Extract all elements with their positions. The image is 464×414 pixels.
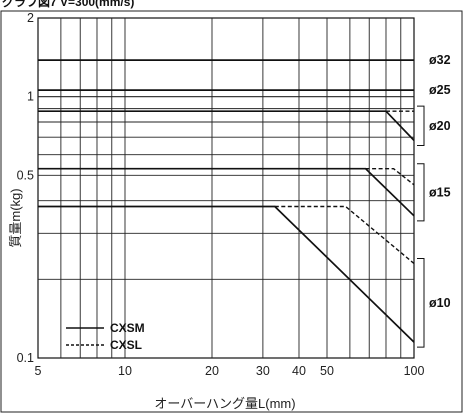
x-tick-label: 5 [35, 364, 42, 378]
series-line-7 [38, 205, 415, 343]
plot-area-border [37, 17, 415, 359]
grid [37, 17, 415, 359]
x-tick-label: 30 [256, 364, 270, 378]
series-group [38, 59, 415, 343]
x-tick-label: 10 [118, 364, 132, 378]
bore-label: ø32 [429, 53, 451, 67]
x-tick-label: 100 [404, 364, 425, 378]
plot-frame [0, 10, 463, 413]
x-tick-label: 50 [320, 364, 334, 378]
y-tick-label: 0.5 [17, 168, 34, 182]
bore-label: ø20 [429, 119, 451, 133]
bore-label: ø15 [429, 185, 451, 199]
y-tick-label: 2 [27, 11, 34, 25]
series-line-6 [365, 168, 415, 186]
x-tick-label: 20 [205, 364, 219, 378]
bore-brackets: ø32 ø25 ø20 ø15 ø10 [417, 53, 451, 348]
y-tick-label: 0.1 [17, 351, 34, 365]
x-tick-label: 40 [292, 364, 306, 378]
bore-label: ø25 [429, 83, 451, 97]
series-line-3 [38, 110, 415, 141]
bore-bracket [417, 163, 425, 222]
y-axis-title: 質量m(kg) [8, 188, 23, 247]
series-line-8 [274, 205, 415, 265]
legend-label-cxsm: CXSM [110, 321, 145, 335]
bore-label: ø10 [429, 296, 451, 310]
bore-bracket [417, 105, 425, 146]
bore-bracket [417, 257, 425, 348]
x-axis-title: オーバーハング量L(mm) [154, 396, 295, 411]
y-tick-label: 1 [27, 90, 34, 104]
chart-header: グラフ図7 V=300(mm/s) [2, 0, 134, 9]
legend-label-cxsl: CXSL [110, 338, 142, 352]
tick-labels: 5 10 20 30 40 50 100 0.1 0.5 1 2 [17, 11, 425, 378]
legend: CXSM CXSL [66, 321, 145, 352]
